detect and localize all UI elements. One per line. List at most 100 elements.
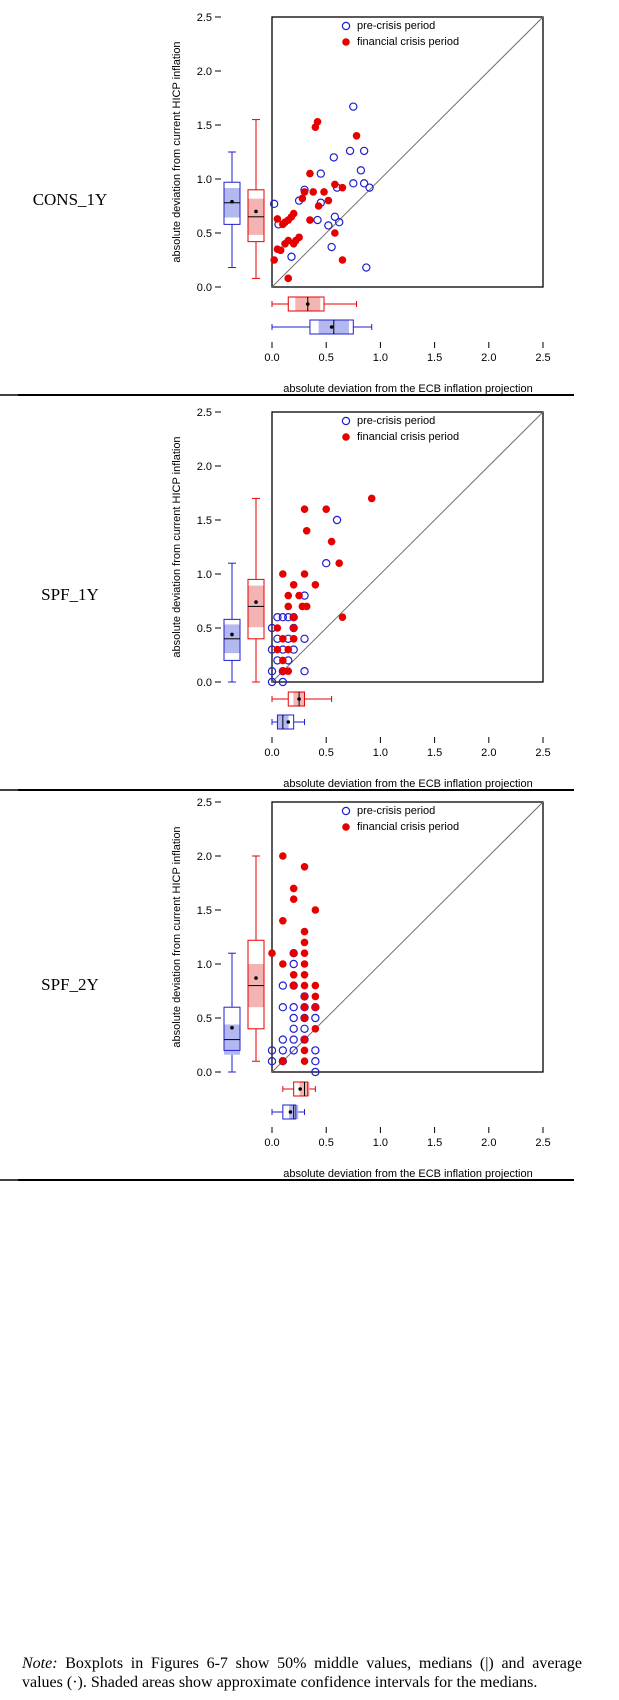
point-crisis xyxy=(289,981,298,990)
boxplot-x-box xyxy=(293,1081,309,1097)
row-label: SPF_2Y xyxy=(41,975,99,994)
point-crisis xyxy=(284,591,293,600)
legend-pre-label: pre-crisis period xyxy=(357,415,435,427)
diagonal-line xyxy=(271,16,544,288)
y-tick-label: 2.5 xyxy=(197,407,212,419)
point-crisis xyxy=(306,169,314,178)
x-axis-label: absolute deviation from the ECB inflatio… xyxy=(283,778,532,790)
point-crisis xyxy=(289,581,298,589)
row-label: SPF_1Y xyxy=(41,585,99,604)
point-pre xyxy=(289,959,298,969)
boxplot-y-box xyxy=(223,181,241,225)
point-crisis xyxy=(279,917,287,925)
y-axis-label: absolute deviation from current HICP inf… xyxy=(171,41,183,262)
point-crisis xyxy=(331,180,339,189)
point-pre xyxy=(349,179,358,188)
point-crisis xyxy=(300,863,309,871)
figure-note: Note: Boxplots in Figures 6-7 show 50% m… xyxy=(22,1654,582,1692)
boxplot-y-mean xyxy=(254,600,258,604)
note-prefix: Note: xyxy=(22,1655,58,1672)
boxplot-x-box xyxy=(287,691,306,707)
y-tick-label: 1.0 xyxy=(197,959,212,971)
point-crisis xyxy=(300,927,309,936)
point-pre xyxy=(300,667,309,676)
x-tick-label: 1.5 xyxy=(427,747,442,759)
y-tick-label: 1.0 xyxy=(197,174,212,186)
point-pre xyxy=(311,1067,320,1077)
point-crisis xyxy=(284,667,293,675)
boxplot-x-box xyxy=(287,296,325,312)
plot-frame xyxy=(271,801,544,1073)
point-crisis xyxy=(309,188,317,196)
point-pre xyxy=(278,1035,288,1044)
x-tick-label: 1.5 xyxy=(427,352,442,364)
legend-crisis-label: financial crisis period xyxy=(357,821,459,833)
point-crisis xyxy=(289,613,298,621)
point-crisis xyxy=(311,1003,320,1011)
point-crisis xyxy=(367,494,376,503)
boxplot-y-box xyxy=(223,618,241,661)
point-crisis xyxy=(289,624,298,632)
point-crisis xyxy=(300,960,309,968)
legend-pre-marker xyxy=(341,21,351,31)
y-tick-label: 1.0 xyxy=(197,569,212,581)
boxplot-y-box xyxy=(223,1006,241,1051)
point-pre xyxy=(278,1003,288,1012)
y-tick-label: 2.0 xyxy=(197,851,212,863)
y-tick-label: 1.5 xyxy=(197,120,212,132)
point-crisis xyxy=(284,274,293,283)
point-crisis xyxy=(324,196,333,205)
x-tick-label: 2.5 xyxy=(535,747,550,759)
boxplot-y-mean xyxy=(230,199,234,204)
point-pre xyxy=(300,634,309,644)
x-tick-label: 2.5 xyxy=(535,352,550,364)
point-pre xyxy=(273,613,282,622)
point-crisis xyxy=(338,256,347,264)
point-crisis xyxy=(302,602,311,611)
point-crisis xyxy=(289,884,298,893)
boxplot-x-mean xyxy=(329,325,334,329)
point-crisis xyxy=(300,971,309,979)
point-pre xyxy=(289,1046,298,1055)
row-label: CONS_1Y xyxy=(33,190,108,209)
point-pre xyxy=(278,1046,288,1055)
boxplot-x-mean xyxy=(288,1110,293,1114)
point-crisis xyxy=(331,229,339,237)
point-crisis xyxy=(281,240,289,248)
point-crisis xyxy=(279,1057,287,1065)
point-crisis xyxy=(279,656,287,665)
legend-crisis-marker xyxy=(342,433,350,441)
boxplot-y-mean xyxy=(254,209,258,214)
point-crisis xyxy=(300,188,309,196)
point-crisis xyxy=(300,949,309,957)
point-crisis xyxy=(300,1035,309,1044)
point-pre xyxy=(289,1024,298,1034)
x-tick-label: 2.0 xyxy=(481,747,496,759)
point-pre xyxy=(278,677,288,687)
x-tick-label: 0.5 xyxy=(319,352,334,364)
point-crisis xyxy=(279,570,287,578)
boxplot-x-mean xyxy=(286,720,291,724)
y-tick-label: 0.5 xyxy=(197,623,212,635)
point-crisis xyxy=(335,559,344,567)
point-pre xyxy=(278,981,288,990)
x-tick-label: 2.0 xyxy=(481,1137,496,1149)
x-tick-label: 2.5 xyxy=(535,1137,550,1149)
point-crisis xyxy=(311,581,320,589)
x-tick-label: 2.0 xyxy=(481,352,496,364)
boxplot-x-box xyxy=(276,714,295,730)
point-pre xyxy=(322,559,331,568)
legend-pre-label: pre-crisis period xyxy=(357,20,435,32)
point-crisis xyxy=(306,216,314,224)
point-crisis xyxy=(270,256,278,264)
y-tick-label: 0.5 xyxy=(197,1013,212,1025)
legend-pre-marker xyxy=(341,416,351,426)
point-pre xyxy=(267,1056,277,1066)
point-crisis xyxy=(273,215,282,223)
plot-frame xyxy=(271,16,544,288)
point-pre xyxy=(329,153,338,162)
point-crisis xyxy=(276,246,285,255)
point-crisis xyxy=(289,949,298,957)
y-tick-label: 2.5 xyxy=(197,12,212,24)
point-crisis xyxy=(300,1014,309,1022)
